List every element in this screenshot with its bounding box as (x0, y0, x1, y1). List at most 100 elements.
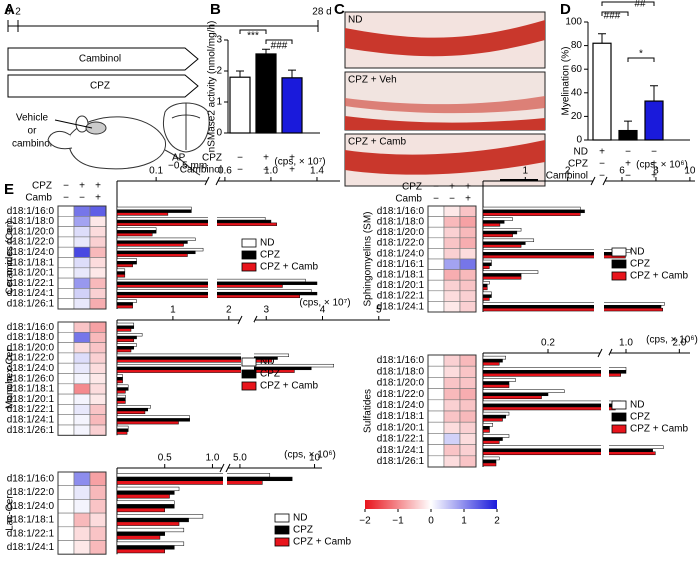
category-label: d18:1/18:1 (7, 384, 55, 395)
legend-swatch (241, 357, 257, 367)
category-label: d18:1/26:1 (7, 298, 55, 309)
heatmap-cell (443, 290, 461, 302)
condition-sign: + (289, 165, 295, 176)
bar (116, 374, 123, 378)
bar (116, 240, 188, 244)
bar (482, 358, 503, 363)
bar (116, 535, 161, 540)
bar (482, 462, 497, 467)
heatmap-cell (73, 277, 91, 289)
heatmap-cell (427, 301, 445, 313)
bar (116, 377, 123, 381)
bar (482, 448, 653, 453)
category-label: d18:1/18:0 (7, 332, 55, 343)
heatmap-cell (89, 342, 107, 354)
axis-break-gap (594, 206, 604, 312)
category-label: d18:1/22:1 (7, 528, 55, 539)
x-tick-label: 2.0 (672, 338, 686, 349)
heatmap-cell (73, 321, 91, 333)
y-tick-label: 0 (216, 128, 222, 139)
heatmap-cell (73, 352, 91, 364)
bar (116, 338, 135, 342)
panel-letter: A (4, 1, 15, 18)
bar (116, 261, 137, 265)
bar (482, 281, 490, 285)
heatmap-cell (427, 399, 445, 412)
heatmap-cell (459, 279, 477, 292)
heatmap-cell (459, 205, 477, 217)
legend-label: CPZ + Camb (630, 424, 689, 435)
condition-sign: − (63, 181, 69, 192)
heatmap-cell (57, 205, 75, 217)
bar (482, 241, 526, 245)
heatmap-cell (459, 377, 477, 389)
bar (482, 270, 539, 274)
heatmap-cell (459, 301, 477, 313)
bar (482, 262, 492, 267)
significance-bracket (627, 57, 655, 62)
heatmap-cell (57, 236, 75, 248)
bar (482, 220, 505, 224)
condition-name: Cambinol (180, 165, 222, 176)
bar (482, 307, 663, 312)
x-tick-label: 1.0 (206, 453, 220, 464)
legend-label: ND (630, 247, 644, 258)
bar (116, 335, 137, 340)
heatmap-cell (89, 226, 107, 238)
condition-sign: − (651, 147, 657, 158)
heatmap-cell (459, 216, 477, 228)
heatmap-cell (89, 288, 107, 299)
bar (116, 415, 190, 419)
y-tick-label: 80 (571, 40, 583, 51)
category-label: d18:1/18:0 (377, 217, 425, 228)
bar (482, 355, 506, 360)
x-tick-label: 2 (565, 166, 571, 177)
bar (116, 517, 189, 523)
bar (482, 265, 490, 269)
bar (116, 549, 165, 554)
bar (116, 379, 123, 384)
heatmap-cell (443, 301, 461, 313)
bar (116, 394, 126, 399)
treatment-label: CPZ (90, 81, 110, 92)
heatmap-cell (57, 288, 75, 299)
bar (482, 423, 493, 427)
bar (482, 209, 585, 214)
y-tick-label: 60 (571, 64, 583, 75)
legend-label: CPZ + Camb (293, 537, 352, 548)
bar (116, 299, 137, 303)
heatmap-cell (89, 331, 107, 343)
bar (116, 333, 143, 337)
legend-label: ND (293, 513, 307, 524)
category-label: d18:1/22:0 (377, 238, 425, 249)
x-tick-label: 0.6 (218, 166, 232, 177)
heatmap-cell (89, 246, 107, 258)
heatmap-cell (427, 248, 445, 260)
category-label: d18:1/16:1 (377, 259, 425, 270)
heatmap-cell (443, 399, 461, 412)
heatmap-cell (89, 257, 107, 269)
legend-swatch (274, 513, 290, 523)
micrograph (344, 11, 546, 187)
category-label: d18:1/22:0 (7, 353, 55, 364)
heatmap-frame (57, 321, 107, 436)
group-label: Sulfatides (363, 389, 374, 433)
error-bar (262, 48, 270, 54)
condition-sign: − (599, 159, 605, 170)
bar (116, 521, 180, 526)
heatmap-cell (459, 433, 477, 445)
bar (116, 387, 129, 391)
heatmap-cell (57, 267, 75, 279)
legend-label: CPZ (630, 412, 650, 423)
error-bar (624, 120, 632, 131)
heatmap-cell (89, 393, 107, 405)
bar (116, 504, 175, 509)
bar (482, 254, 626, 259)
condition-sign: + (651, 171, 657, 182)
x-tick-label: 6 (619, 166, 625, 177)
category-label: d18:1/24:1 (377, 445, 425, 456)
heatmap-cell (459, 226, 477, 239)
heatmap-cell (427, 258, 445, 270)
bar (482, 244, 522, 248)
bar (116, 230, 157, 234)
